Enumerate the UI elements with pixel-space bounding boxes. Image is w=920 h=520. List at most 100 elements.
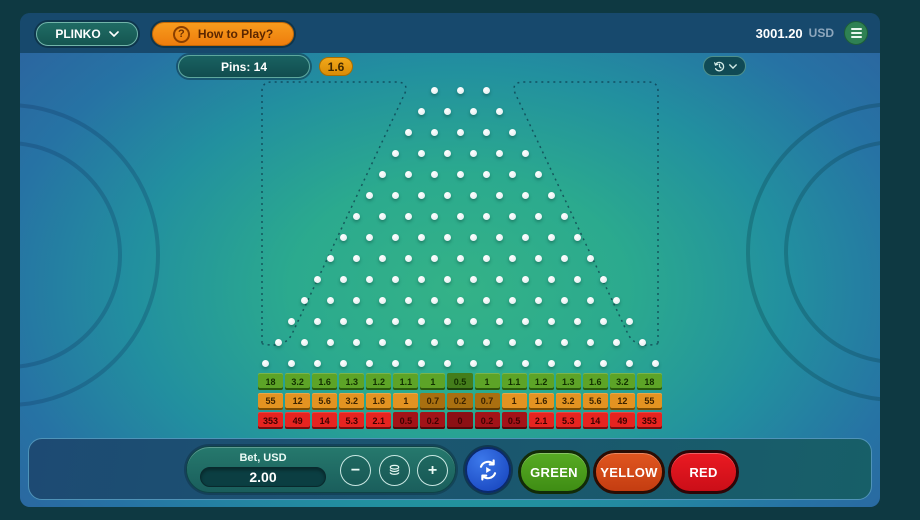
multiplier-cell: 55 [636, 392, 662, 410]
how-to-play-label: How to Play? [197, 27, 274, 41]
multiplier-cell: 49 [609, 412, 635, 429]
pin [404, 129, 412, 136]
multiplier-cell: 0.7 [474, 392, 500, 410]
multiplier-cell: 1.6 [528, 392, 554, 410]
multiplier-cell: 0.2 [420, 412, 446, 429]
multiplier-cell: 12 [285, 392, 311, 410]
bet-presets-button[interactable] [379, 455, 410, 486]
pin [443, 276, 451, 283]
pin [404, 255, 412, 262]
pin [339, 234, 347, 241]
pin [430, 339, 438, 346]
pin [326, 339, 334, 346]
hamburger-icon [850, 27, 862, 30]
pin [378, 339, 386, 346]
how-to-play-button[interactable]: ? How to Play? [152, 22, 294, 46]
pin [625, 318, 633, 325]
game-title: PLINKO [55, 27, 101, 41]
pins-setting[interactable]: Pins: 14 [178, 55, 310, 78]
pin [313, 318, 321, 325]
pin [443, 192, 451, 199]
pin [482, 297, 490, 304]
menu-button[interactable] [844, 21, 868, 45]
pin [534, 171, 542, 178]
pin [430, 213, 438, 220]
pin [521, 276, 529, 283]
pin [287, 318, 295, 325]
funnel-wall-left [261, 81, 407, 346]
pin [599, 360, 607, 367]
last-multiplier-badge: 1.6 [319, 57, 353, 76]
bet-decrease-button[interactable]: − [340, 455, 371, 486]
top-bar: PLINKO ? How to Play? 3001.20 USD [20, 13, 880, 53]
pin [456, 339, 464, 346]
multiplier-cell: 1 [474, 373, 500, 390]
pin [404, 171, 412, 178]
pin [339, 276, 347, 283]
play-yellow-button[interactable]: YELLOW [593, 450, 665, 494]
game-select-dropdown[interactable]: PLINKO [36, 22, 138, 46]
multiplier-cell: 2.1 [366, 412, 392, 429]
pin [599, 318, 607, 325]
bet-panel: Bet, USD − + [186, 446, 456, 493]
pin [560, 255, 568, 262]
pin [612, 339, 620, 346]
pin [651, 360, 659, 367]
pin [261, 360, 269, 367]
pin [456, 213, 464, 220]
multiplier-cell: 14 [582, 412, 608, 429]
pin [365, 276, 373, 283]
pin [417, 108, 425, 115]
pin [469, 234, 477, 241]
play-green-button[interactable]: GREEN [518, 450, 590, 494]
game-board: Pins: 14 1.6 18 3.2 1.6 1.3 1.2 1.1 1 0.5 1 1.1 1.… [20, 53, 880, 507]
pin [456, 87, 464, 94]
balance-area: 3001.20 USD [756, 13, 868, 53]
pin [573, 318, 581, 325]
pin [547, 360, 555, 367]
pin [508, 213, 516, 220]
pin [378, 255, 386, 262]
multiplier-cell: 55 [258, 392, 284, 410]
pin [560, 297, 568, 304]
pin [365, 192, 373, 199]
pin [508, 171, 516, 178]
coin-stack-icon [389, 464, 400, 475]
pin [365, 360, 373, 367]
pin [508, 297, 516, 304]
pin [482, 87, 490, 94]
multiplier-table: 18 3.2 1.6 1.3 1.2 1.1 1 0.5 1 1.1 1.2 1.3 1.6 3.2 18 5… [258, 373, 662, 432]
multiplier-cell: 3.2 [339, 392, 365, 410]
multiplier-cell: 1.1 [393, 373, 419, 390]
bet-amount-input[interactable] [200, 467, 326, 487]
bet-increase-button[interactable]: + [417, 455, 448, 486]
history-dropdown[interactable] [703, 56, 746, 76]
pin [482, 339, 490, 346]
multiplier-cell: 0.5 [447, 373, 473, 390]
decor-circle-left-inner [20, 141, 122, 369]
pin [521, 234, 529, 241]
multiplier-cell: 1.3 [339, 373, 365, 390]
autoplay-button[interactable] [465, 447, 511, 493]
pin [352, 255, 360, 262]
play-red-button[interactable]: RED [668, 450, 739, 494]
pin [352, 339, 360, 346]
pin [469, 150, 477, 157]
chevron-down-icon [108, 31, 119, 37]
multiplier-cell: 0 [447, 412, 473, 429]
pin [586, 255, 594, 262]
multiplier-cell: 353 [258, 412, 284, 429]
pin [495, 234, 503, 241]
pin [417, 360, 425, 367]
pin [547, 192, 555, 199]
funnel-wall-right [513, 81, 659, 346]
pin [430, 255, 438, 262]
pin [482, 171, 490, 178]
multiplier-cell: 1.3 [555, 373, 581, 390]
multiplier-cell: 0.5 [501, 412, 527, 429]
pin [404, 297, 412, 304]
pin [417, 192, 425, 199]
pin [430, 129, 438, 136]
multiplier-cell: 0.2 [474, 412, 500, 429]
pin [352, 213, 360, 220]
